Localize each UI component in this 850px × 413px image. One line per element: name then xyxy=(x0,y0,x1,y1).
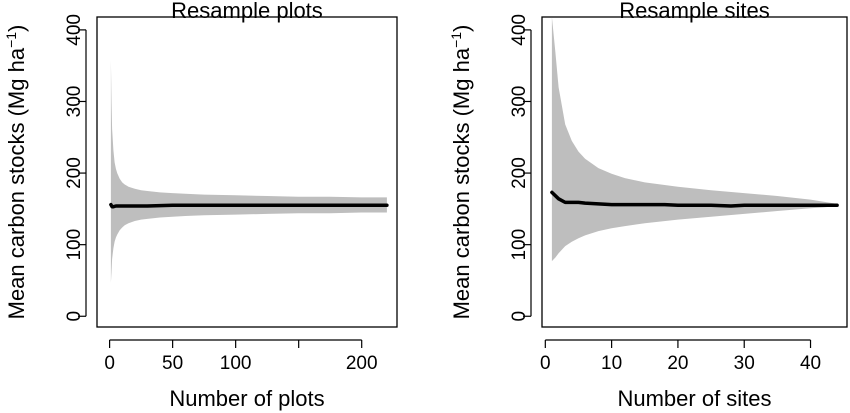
y-tick-label: 200 xyxy=(509,157,530,189)
x-tick-label: 0 xyxy=(104,353,115,374)
x-axis-label: Number of plots xyxy=(169,386,324,411)
y-tick-label: 200 xyxy=(64,157,85,189)
x-axis-label: Number of sites xyxy=(617,386,771,411)
chart-title: Resample sites xyxy=(619,0,769,23)
panel-resample-sites: Resample sites 0 10 20 30 40 0 100 200 300 400 N… xyxy=(448,0,848,411)
y-tick-label: 400 xyxy=(64,14,85,46)
mean-line xyxy=(109,202,389,209)
y-tick-label: 100 xyxy=(64,229,85,261)
x-tick-label: 10 xyxy=(601,353,622,374)
y-axis-label: Mean carbon stocks (Mg ha−1) xyxy=(448,25,474,320)
x-tick-label: 20 xyxy=(667,353,688,374)
x-tick-label: 50 xyxy=(162,353,183,374)
plot-frame xyxy=(541,16,848,328)
y-tick-label: 0 xyxy=(64,311,85,322)
y-tick-label: 300 xyxy=(509,86,530,118)
chart-title: Resample plots xyxy=(171,0,323,23)
y-axis-label: Mean carbon stocks (Mg ha−1) xyxy=(3,25,29,320)
plot-frame xyxy=(96,16,398,328)
confidence-band xyxy=(110,60,387,283)
mean-line xyxy=(550,190,839,208)
x-tick-label: 40 xyxy=(800,353,821,374)
x-tick-label: 100 xyxy=(220,353,252,374)
x-tick-label: 0 xyxy=(540,353,551,374)
y-tick-label: 400 xyxy=(509,14,530,46)
panel-resample-plots: Resample plots 0 50 100 200 0 100 200 300 400 N… xyxy=(3,0,398,411)
y-tick-label: 0 xyxy=(509,311,530,322)
confidence-band xyxy=(551,17,838,262)
x-tick-label: 30 xyxy=(734,353,755,374)
y-tick-label: 100 xyxy=(509,229,530,261)
x-tick-label: 200 xyxy=(346,353,378,374)
y-tick-label: 300 xyxy=(64,86,85,118)
